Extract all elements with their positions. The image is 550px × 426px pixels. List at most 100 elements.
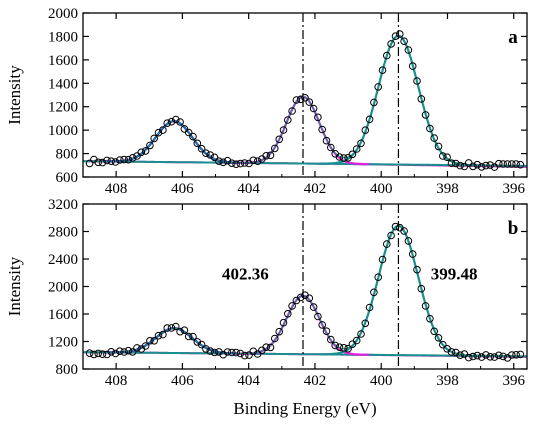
data-point bbox=[348, 150, 357, 159]
data-point bbox=[426, 314, 434, 323]
data-point bbox=[98, 158, 107, 167]
data-point bbox=[331, 341, 340, 350]
data-point bbox=[456, 161, 464, 170]
data-point bbox=[327, 143, 335, 152]
data-point bbox=[193, 139, 202, 148]
data-point bbox=[477, 353, 486, 361]
y-tick-label: 2000 bbox=[48, 6, 78, 22]
y-tick-label: 1200 bbox=[48, 100, 78, 116]
data-point bbox=[120, 348, 128, 356]
data-point bbox=[387, 231, 395, 240]
x-tick-label: 404 bbox=[237, 181, 260, 197]
data-point bbox=[499, 352, 507, 361]
data-point bbox=[128, 348, 137, 356]
data-point bbox=[469, 162, 477, 171]
data-point bbox=[357, 330, 365, 338]
data-point bbox=[232, 348, 240, 357]
panel-a: 408 406 404 402 400 398 396 600 800 1000 1200 1400 1… bbox=[48, 6, 528, 197]
x-tick-label: 404 bbox=[237, 373, 260, 389]
data-point bbox=[180, 326, 189, 335]
data-point bbox=[430, 327, 439, 336]
data-point bbox=[279, 126, 288, 134]
data-point bbox=[232, 160, 240, 168]
data-point bbox=[271, 144, 279, 153]
data-point bbox=[146, 337, 154, 345]
data-point bbox=[383, 51, 391, 60]
data-point bbox=[348, 340, 357, 349]
data-point bbox=[421, 111, 430, 119]
data-point bbox=[335, 153, 344, 161]
data-point bbox=[219, 158, 227, 167]
data-point bbox=[495, 159, 503, 168]
data-point bbox=[154, 331, 163, 340]
data-point bbox=[150, 337, 158, 345]
data-point bbox=[85, 159, 94, 168]
data-point bbox=[335, 343, 344, 352]
data-point bbox=[262, 343, 271, 352]
data-point bbox=[447, 159, 456, 167]
data-point bbox=[240, 351, 249, 360]
data-point bbox=[120, 155, 128, 164]
data-point bbox=[228, 159, 236, 167]
y-tick-label: 800 bbox=[56, 362, 79, 378]
data-point bbox=[163, 119, 171, 127]
data-point bbox=[103, 156, 111, 165]
data-point bbox=[124, 155, 133, 164]
data-point bbox=[133, 344, 141, 352]
data-point bbox=[352, 145, 361, 153]
plot-area-b bbox=[83, 222, 527, 362]
data-point bbox=[253, 350, 262, 358]
data-point bbox=[116, 347, 124, 356]
envelope-b bbox=[83, 225, 527, 357]
data-point bbox=[417, 284, 426, 293]
data-point bbox=[499, 160, 507, 168]
data-point bbox=[141, 342, 150, 350]
data-point bbox=[404, 237, 413, 245]
data-point bbox=[482, 161, 490, 170]
data-point bbox=[172, 115, 180, 124]
data-point bbox=[167, 324, 176, 332]
x-tick-label: 402 bbox=[304, 373, 327, 389]
data-point bbox=[271, 334, 279, 343]
data-point bbox=[512, 160, 520, 168]
data-point bbox=[370, 288, 378, 297]
y-axis-label-a: Intensity bbox=[5, 65, 24, 125]
data-point bbox=[400, 37, 408, 46]
data-point bbox=[189, 332, 197, 341]
data-point bbox=[223, 348, 232, 356]
data-point bbox=[434, 334, 443, 342]
data-point bbox=[443, 153, 451, 161]
data-point bbox=[421, 302, 430, 310]
data-point bbox=[477, 163, 486, 171]
data-point bbox=[503, 160, 512, 168]
data-point bbox=[167, 117, 176, 126]
data-point bbox=[413, 265, 421, 274]
data-point bbox=[456, 351, 464, 360]
data-point bbox=[404, 46, 413, 54]
data-point bbox=[400, 227, 408, 235]
data-point bbox=[137, 148, 146, 157]
data-point bbox=[111, 349, 120, 358]
data-point bbox=[374, 273, 383, 282]
data-point bbox=[150, 134, 158, 143]
data-point bbox=[146, 141, 154, 150]
data-point bbox=[318, 125, 327, 134]
data-point bbox=[240, 159, 249, 167]
data-point bbox=[486, 161, 495, 169]
data-point bbox=[288, 107, 296, 115]
data-point bbox=[141, 147, 150, 155]
data-point bbox=[322, 136, 331, 145]
data-point bbox=[107, 348, 115, 356]
data-point bbox=[378, 255, 387, 264]
x-tick-label: 406 bbox=[171, 373, 194, 389]
data-point bbox=[253, 157, 262, 165]
data-point bbox=[452, 159, 460, 168]
panel-label-a: a bbox=[508, 27, 518, 48]
y-tick-label: 2800 bbox=[48, 225, 78, 241]
data-point bbox=[94, 349, 102, 358]
data-point bbox=[94, 158, 102, 167]
data-point bbox=[361, 126, 370, 134]
data-point bbox=[206, 151, 214, 159]
data-point bbox=[197, 144, 206, 153]
x-tick-label: 402 bbox=[304, 181, 327, 197]
